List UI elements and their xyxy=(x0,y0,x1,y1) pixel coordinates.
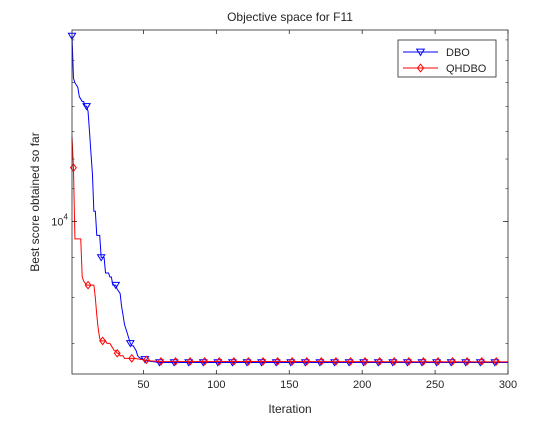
data-point-qhdbo xyxy=(449,357,457,366)
data-point-qhdbo xyxy=(332,357,340,366)
chart-title: Objective space for F11 xyxy=(227,10,353,24)
data-point-qhdbo xyxy=(113,348,121,358)
data-point-qhdbo xyxy=(186,357,194,366)
data-point-qhdbo xyxy=(128,353,136,363)
data-point-qhdbo xyxy=(376,357,384,366)
data-point-qhdbo xyxy=(463,357,471,366)
axes-box xyxy=(71,29,509,375)
legend-label-qhdbo: QHDBO xyxy=(446,63,487,75)
legend-marker-dbo xyxy=(415,48,426,57)
data-point-dbo xyxy=(82,103,92,111)
x-tick-label: 50 xyxy=(137,379,149,391)
data-point-qhdbo xyxy=(274,357,282,366)
data-point-qhdbo xyxy=(172,357,180,366)
data-point-qhdbo xyxy=(84,280,92,290)
data-point-qhdbo xyxy=(215,357,223,366)
axes-background xyxy=(72,30,508,374)
data-point-qhdbo xyxy=(244,357,252,366)
data-point-qhdbo xyxy=(434,357,442,366)
data-point-qhdbo xyxy=(142,355,150,365)
data-point-dbo xyxy=(96,254,106,262)
data-point-qhdbo xyxy=(492,357,500,366)
legend: DBO QHDBO xyxy=(397,39,497,78)
data-point-qhdbo xyxy=(157,357,165,366)
data-point-qhdbo xyxy=(201,357,209,366)
series-layer xyxy=(67,32,509,367)
data-point-qhdbo xyxy=(288,357,296,366)
x-tick-label: 200 xyxy=(353,379,371,391)
data-point-dbo xyxy=(125,340,135,348)
data-point-qhdbo xyxy=(390,357,398,366)
legend-box xyxy=(397,39,497,78)
data-point-qhdbo xyxy=(317,357,325,366)
data-point-qhdbo xyxy=(419,357,427,366)
data-point-qhdbo xyxy=(69,163,77,173)
x-tick-label: 250 xyxy=(426,379,444,391)
data-point-qhdbo xyxy=(230,357,238,366)
tick-layer: 50 100 150 200 250 300 104 xyxy=(51,30,517,391)
x-tick-label: 150 xyxy=(280,379,298,391)
y-tick-label: 104 xyxy=(51,212,68,228)
x-axis-label: Iteration xyxy=(268,402,311,416)
legend-marker-qhdbo xyxy=(416,63,425,73)
x-tick-label: 300 xyxy=(499,379,517,391)
data-point-qhdbo xyxy=(361,357,369,366)
data-point-dbo xyxy=(111,281,121,290)
data-point-qhdbo xyxy=(99,336,107,346)
data-point-qhdbo xyxy=(303,357,311,366)
data-point-qhdbo xyxy=(478,357,486,366)
data-point-qhdbo xyxy=(346,357,355,366)
data-point-qhdbo xyxy=(405,357,413,366)
legend-label-dbo: DBO xyxy=(446,47,470,59)
x-tick-label: 100 xyxy=(207,379,225,391)
data-point-qhdbo xyxy=(259,357,267,366)
y-axis-label: Best score obtained so far xyxy=(28,132,42,271)
